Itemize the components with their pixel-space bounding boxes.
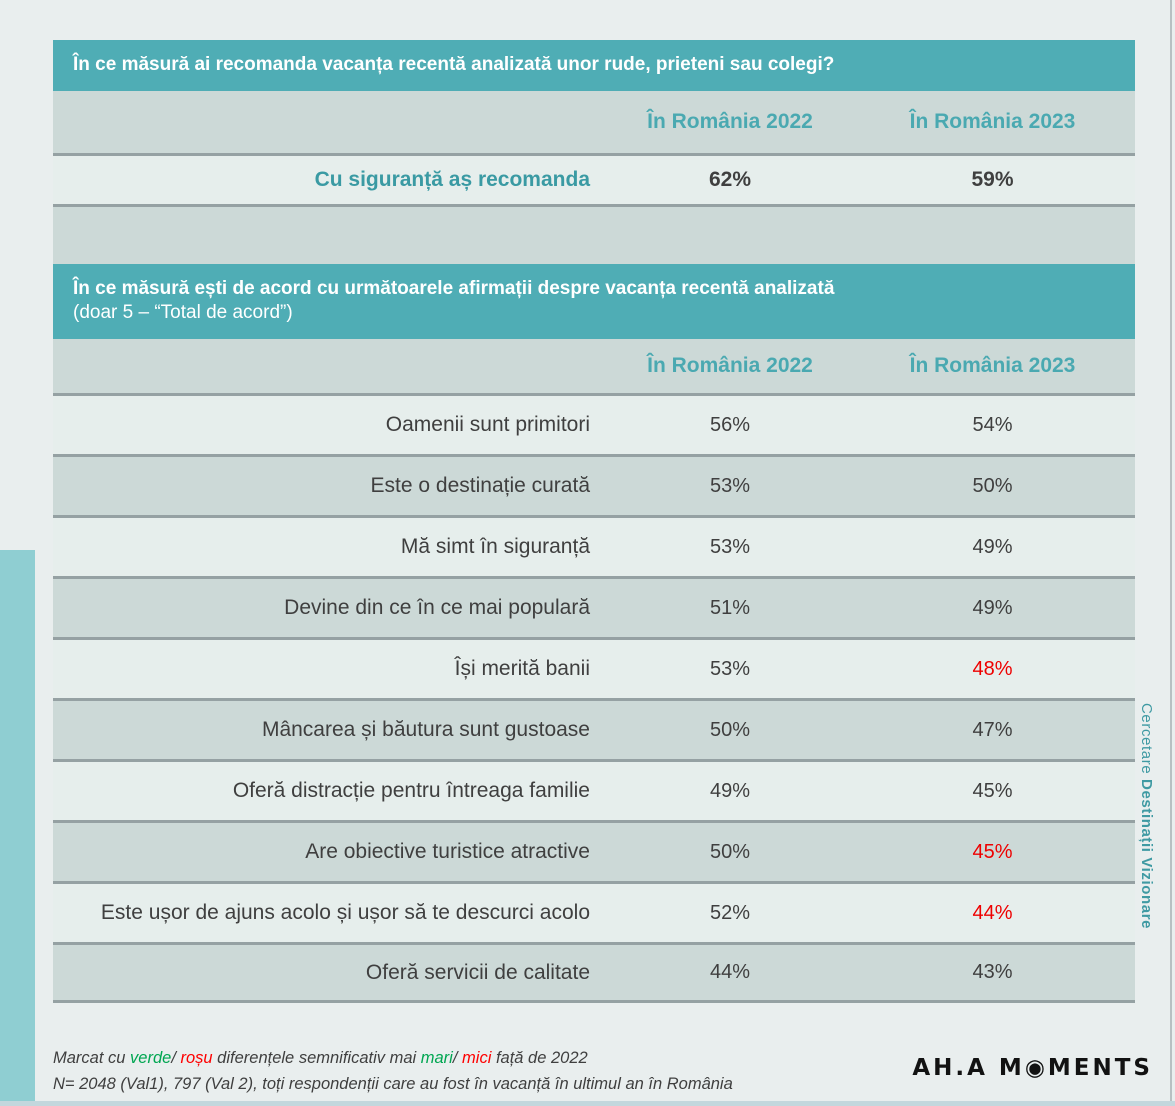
row-label: Mă simt în siguranță xyxy=(400,535,590,559)
table-row: Mâncarea și băutura sunt gustoase 50% 47… xyxy=(53,698,1135,760)
question-2-line1: În ce măsură ești de acord cu următoarel… xyxy=(73,277,835,299)
question-2-header: În ce măsură ești de acord cu următoarel… xyxy=(53,263,1135,340)
section-spacer-band xyxy=(53,206,1135,264)
right-edge-line xyxy=(1170,0,1172,1106)
value-2023: 45% xyxy=(972,840,1013,863)
value-2022: 44% xyxy=(709,961,751,984)
column-header-row-2: În România 2022 În România 2023 xyxy=(53,339,1135,394)
value-2022: 56% xyxy=(709,413,751,436)
logo-fisheye-o-icon: ◉ xyxy=(1024,1055,1048,1081)
value-2022: 51% xyxy=(709,596,751,619)
value-2023: 44% xyxy=(972,901,1013,924)
results-table: În ce măsură ai recomanda vacanța recent… xyxy=(53,40,1135,1004)
vertical-watermark: Cercetare Destinații Vizionare xyxy=(1138,703,1155,929)
value-2022: 52% xyxy=(709,901,751,924)
table-row-recommend: Cu siguranță aș recomanda 62% 59% xyxy=(53,152,1135,207)
footnote-part-green: verde xyxy=(130,1049,172,1067)
logo-text: MENTS xyxy=(1047,1055,1153,1081)
row-label: Oferă servicii de calitate xyxy=(365,960,590,984)
row-label: Este ușor de ajuns acolo și ușor să te d… xyxy=(100,901,590,925)
watermark-regular: Cercetare xyxy=(1138,703,1155,780)
row-label: Are obiective turistice atractive xyxy=(305,840,590,864)
value-2023: 48% xyxy=(972,657,1013,680)
value-2023: 45% xyxy=(972,779,1013,802)
footnote-part: diferențele semnificativ mai xyxy=(212,1049,421,1067)
value-2022: 62% xyxy=(708,167,752,191)
question-1-header: În ce măsură ai recomanda vacanța recent… xyxy=(53,40,1135,91)
footnote-part-green: mari xyxy=(420,1049,453,1067)
footnote-sample: N= 2048 (Val1), 797 (Val 2), toți respon… xyxy=(53,1074,733,1093)
column-header-row-1: În România 2022 În România 2023 xyxy=(53,90,1135,153)
col-header-2022: În România 2022 xyxy=(647,109,813,133)
footnote-part: față de 2022 xyxy=(491,1049,588,1067)
value-2022: 50% xyxy=(709,840,751,863)
row-label: Oferă distracție pentru întreaga familie xyxy=(232,779,590,803)
footnote-part: / xyxy=(171,1049,181,1067)
brand-logo: AH.A M◉MENTS xyxy=(912,1055,1153,1081)
col-header-2023: În România 2023 xyxy=(909,354,1076,378)
footnotes: Marcat cu verde/ roșu diferențele semnif… xyxy=(53,1046,813,1097)
row-label: Este o destinație curată xyxy=(370,474,590,498)
value-2022: 50% xyxy=(709,718,751,741)
footnote-part: Marcat cu xyxy=(53,1049,131,1067)
table-row: Oferă servicii de calitate 44% 43% xyxy=(53,942,1135,1004)
value-2022: 53% xyxy=(709,535,751,558)
table-row: Își merită banii 53% 48% xyxy=(53,637,1135,699)
footnote-part-red: roșu xyxy=(180,1049,213,1067)
table-row: Are obiective turistice atractive 50% 45… xyxy=(53,820,1135,882)
watermark-bold: Destinații Vizionare xyxy=(1138,779,1155,930)
value-2023: 47% xyxy=(972,718,1013,741)
value-2023: 50% xyxy=(972,474,1013,497)
value-2023: 49% xyxy=(972,535,1013,558)
table-row: Oamenii sunt primitori 56% 54% xyxy=(53,393,1135,455)
table-row: Este ușor de ajuns acolo și ușor să te d… xyxy=(53,881,1135,943)
row-label: Își merită banii xyxy=(454,657,590,681)
value-2022: 49% xyxy=(709,779,751,802)
table-row: Devine din ce în ce mai populară 51% 49% xyxy=(53,576,1135,638)
col-header-2022: În România 2022 xyxy=(647,354,813,378)
footnote-part: / xyxy=(452,1049,463,1067)
logo-text: AH.A M xyxy=(912,1055,1025,1081)
row-label: Cu siguranță aș recomanda xyxy=(314,167,590,191)
table-row: Oferă distracție pentru întreaga familie… xyxy=(53,759,1135,821)
bottom-edge-line xyxy=(0,1101,1175,1106)
footnote-legend: Marcat cu verde/ roșu diferențele semnif… xyxy=(53,1046,813,1072)
footnote-part-red: mici xyxy=(462,1049,492,1067)
col-header-2023: În România 2023 xyxy=(909,109,1076,133)
value-2022: 53% xyxy=(709,657,751,680)
row-label: Oamenii sunt primitori xyxy=(385,413,590,437)
row-label: Devine din ce în ce mai populară xyxy=(284,596,590,620)
value-2023: 43% xyxy=(972,961,1013,984)
question-2-line2: (doar 5 – “Total de acord”) xyxy=(73,302,293,324)
value-2022: 53% xyxy=(709,474,751,497)
left-accent-bar xyxy=(0,550,35,1106)
table-row: Mă simt în siguranță 53% 49% xyxy=(53,515,1135,577)
value-2023: 49% xyxy=(972,596,1013,619)
value-2023: 54% xyxy=(972,413,1013,436)
row-label: Mâncarea și băutura sunt gustoase xyxy=(261,718,590,742)
value-2023: 59% xyxy=(971,167,1014,191)
table-row: Este o destinație curată 53% 50% xyxy=(53,454,1135,516)
